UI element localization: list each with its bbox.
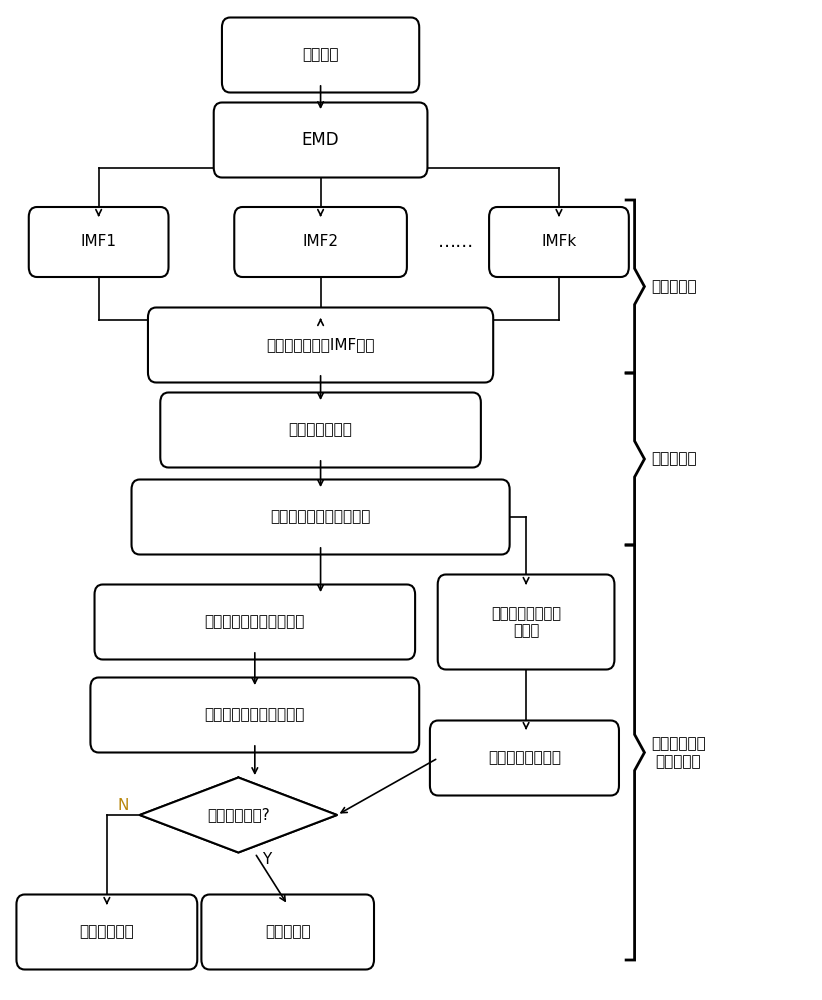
- Text: 未检测到信号: 未检测到信号: [80, 924, 134, 940]
- FancyBboxPatch shape: [214, 103, 427, 178]
- Text: Y: Y: [262, 852, 272, 867]
- Polygon shape: [140, 778, 337, 852]
- Text: 计算希尔伯特谱: 计算希尔伯特谱: [289, 422, 353, 438]
- FancyBboxPatch shape: [90, 678, 419, 753]
- FancyBboxPatch shape: [29, 207, 169, 277]
- FancyBboxPatch shape: [148, 308, 493, 382]
- Text: 瞬态信号: 瞬态信号: [302, 47, 339, 62]
- Text: 计算局部瞬时能量密度级: 计算局部瞬时能量密度级: [270, 510, 371, 524]
- FancyBboxPatch shape: [16, 894, 197, 970]
- FancyBboxPatch shape: [234, 207, 407, 277]
- Text: ……: ……: [438, 233, 474, 251]
- Text: 满足检测条件?: 满足检测条件?: [207, 808, 270, 822]
- FancyBboxPatch shape: [430, 720, 619, 796]
- Text: N: N: [118, 798, 129, 812]
- FancyBboxPatch shape: [132, 480, 510, 554]
- FancyBboxPatch shape: [489, 207, 629, 277]
- Text: IMF2: IMF2: [302, 234, 339, 249]
- FancyBboxPatch shape: [222, 18, 419, 93]
- Text: 确定能量密度门限: 确定能量密度门限: [488, 750, 561, 766]
- FancyBboxPatch shape: [201, 894, 374, 970]
- FancyBboxPatch shape: [95, 584, 415, 660]
- Text: 局部瞬时能量密度级包络: 局部瞬时能量密度级包络: [205, 708, 305, 722]
- Text: 第一重降噪: 第一重降噪: [651, 279, 697, 294]
- Text: 局部瞬时能量
密度检测器: 局部瞬时能量 密度检测器: [651, 736, 706, 769]
- Text: IMF1: IMF1: [81, 234, 117, 249]
- FancyBboxPatch shape: [437, 574, 614, 670]
- Text: EMD: EMD: [302, 131, 339, 149]
- Text: 子波检测，有效IMF提取: 子波检测，有效IMF提取: [266, 338, 375, 353]
- Text: 长积分时间一阶递
归滤波: 长积分时间一阶递 归滤波: [491, 606, 561, 638]
- Text: 第二重降噪: 第二重降噪: [651, 452, 697, 466]
- Text: 检测到信号: 检测到信号: [265, 924, 311, 940]
- Text: IMFk: IMFk: [542, 234, 576, 249]
- FancyBboxPatch shape: [160, 393, 481, 468]
- Text: 短积分时间一阶递归滤波: 短积分时间一阶递归滤波: [205, 614, 305, 630]
